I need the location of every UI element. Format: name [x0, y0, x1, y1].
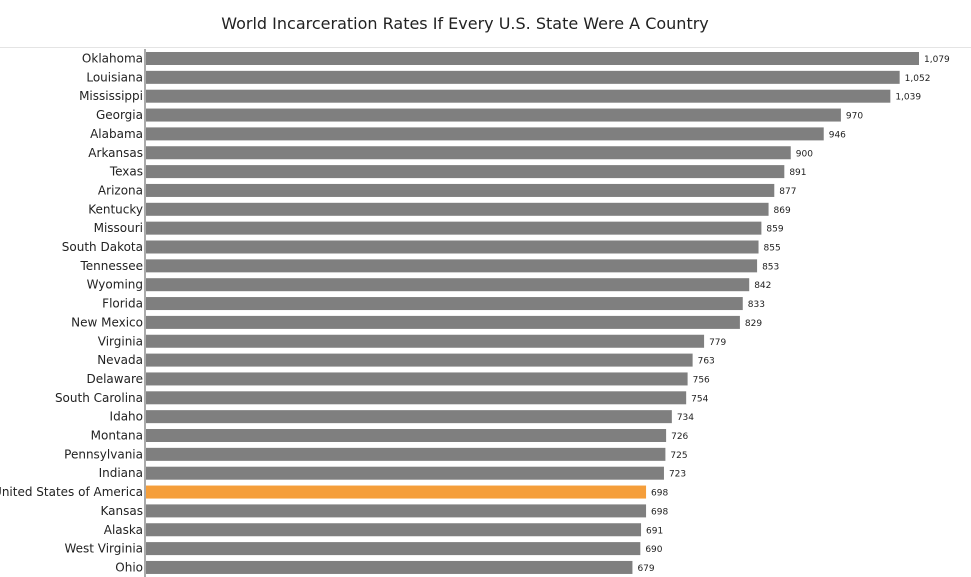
category-label: Kentucky — [88, 202, 143, 216]
bar — [146, 560, 633, 574]
value-label: 723 — [669, 470, 686, 480]
value-label: 679 — [637, 564, 654, 574]
category-label: Wyoming — [87, 278, 143, 292]
value-label: 691 — [646, 526, 663, 536]
value-label: 763 — [698, 357, 715, 367]
value-label: 756 — [693, 375, 710, 385]
category-label: Louisiana — [86, 70, 143, 84]
value-label: 754 — [691, 394, 708, 404]
bar — [146, 221, 762, 235]
value-label: 970 — [846, 112, 863, 122]
value-label: 900 — [796, 149, 813, 159]
bars-group: Oklahoma 1,079 Louisiana 1,052 Mississippi 1,… — [0, 52, 950, 575]
value-label: 853 — [762, 262, 779, 272]
category-label: Mississippi — [79, 89, 143, 103]
bar — [146, 165, 785, 179]
value-label: 726 — [671, 432, 688, 442]
value-label: 734 — [677, 413, 694, 423]
value-label: 1,039 — [895, 93, 921, 103]
category-label: Idaho — [110, 410, 143, 424]
bar — [146, 278, 750, 292]
value-label: 725 — [670, 451, 687, 461]
category-label: South Dakota — [62, 240, 143, 254]
category-label: Georgia — [96, 108, 143, 122]
value-label: 869 — [774, 206, 791, 216]
bar — [146, 542, 641, 556]
bar — [146, 240, 759, 254]
bar — [146, 353, 693, 367]
category-label: United States of America — [0, 485, 143, 499]
bar — [146, 259, 758, 273]
bar — [146, 391, 687, 405]
bar — [146, 315, 740, 329]
bar — [146, 146, 791, 160]
bar — [146, 447, 666, 461]
bar — [146, 52, 919, 65]
bar — [146, 183, 775, 197]
bar — [146, 466, 664, 480]
value-label: 698 — [651, 489, 668, 499]
category-label: Texas — [109, 165, 143, 179]
value-label: 877 — [779, 187, 796, 197]
value-label: 690 — [645, 545, 662, 555]
bar — [146, 108, 841, 122]
bar — [146, 429, 667, 442]
category-label: Tennessee — [79, 259, 143, 273]
value-label: 833 — [748, 300, 765, 310]
bar — [146, 297, 743, 311]
category-label: New Mexico — [71, 315, 143, 329]
title-divider — [0, 47, 971, 48]
bar-highlight — [146, 485, 647, 499]
chart-title: World Incarceration Rates If Every U.S. … — [221, 14, 709, 33]
category-label: Indiana — [99, 466, 143, 480]
value-label: 1,079 — [924, 55, 950, 65]
category-label: Arkansas — [88, 146, 143, 160]
value-label: 855 — [764, 244, 781, 254]
value-label: 946 — [829, 130, 846, 140]
category-label: West Virginia — [64, 542, 143, 556]
value-label: 829 — [745, 319, 762, 329]
value-label: 1,052 — [905, 74, 931, 84]
category-label: Alabama — [90, 127, 143, 141]
category-label: Delaware — [86, 372, 143, 386]
category-label: Alaska — [104, 523, 143, 537]
category-label: Florida — [102, 297, 143, 311]
category-label: Kansas — [101, 504, 143, 518]
bar — [146, 127, 824, 141]
category-label: Nevada — [97, 353, 143, 367]
value-label: 859 — [766, 225, 783, 235]
value-label: 842 — [754, 281, 771, 291]
value-label: 891 — [789, 168, 806, 178]
category-label: Ohio — [115, 560, 143, 574]
category-label: Virginia — [98, 334, 143, 348]
category-label: Pennsylvania — [64, 447, 143, 461]
bar — [146, 334, 705, 348]
bar — [146, 504, 647, 518]
category-label: Arizona — [98, 183, 143, 197]
bar — [146, 89, 891, 103]
value-label: 698 — [651, 507, 668, 517]
category-label: Oklahoma — [82, 52, 143, 66]
bar — [146, 372, 688, 386]
bar — [146, 202, 769, 216]
bar — [146, 70, 900, 84]
category-label: Missouri — [94, 221, 143, 235]
category-label: Montana — [91, 429, 143, 443]
bar — [146, 410, 672, 424]
value-label: 779 — [709, 338, 726, 348]
bar — [146, 523, 642, 537]
category-label: South Carolina — [55, 391, 143, 405]
